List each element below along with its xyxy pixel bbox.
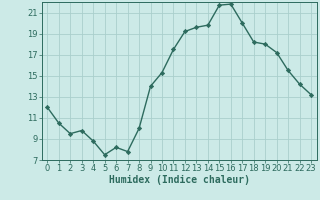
X-axis label: Humidex (Indice chaleur): Humidex (Indice chaleur) <box>109 175 250 185</box>
